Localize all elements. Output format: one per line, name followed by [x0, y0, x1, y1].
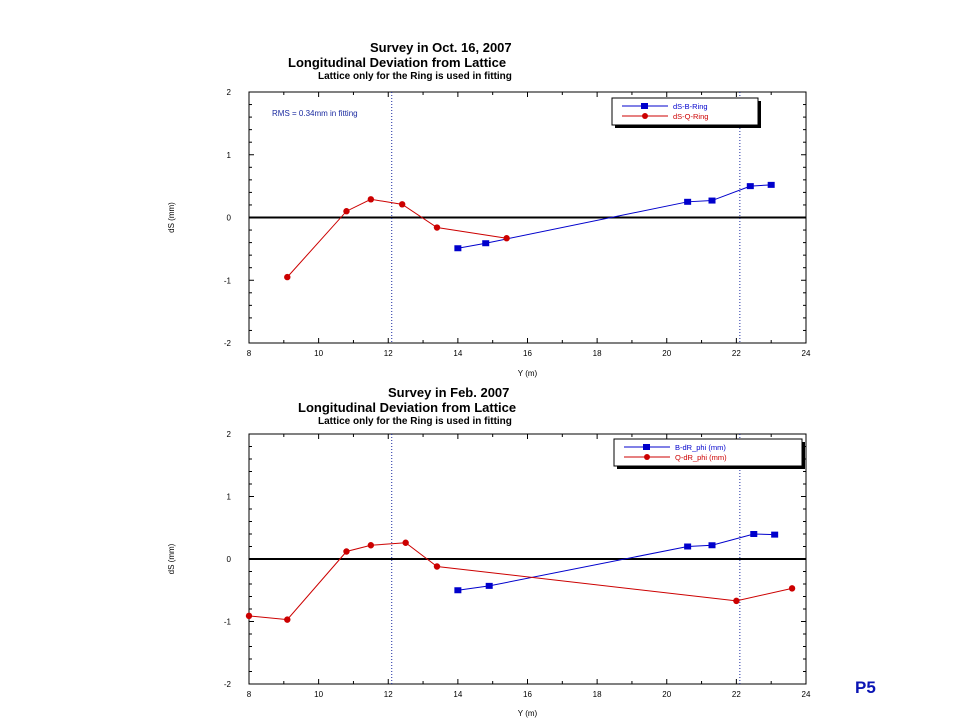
c1-series-2-point — [343, 208, 350, 215]
chart-2-title: Survey in Feb. 2007 — [388, 385, 510, 400]
c1-x-axis-label: Y (m) — [518, 369, 538, 378]
c2-series-2-point — [433, 563, 441, 570]
c1-series-2-point — [367, 196, 375, 203]
c1-series-2-point — [398, 201, 406, 208]
c1-series-1-point — [708, 197, 716, 204]
c1-x-tick-label: 14 — [453, 349, 462, 358]
c2-series-2-point — [733, 597, 740, 605]
chart-1-subtitle: Longitudinal Deviation from Lattice — [288, 55, 507, 70]
c1-y-tick-label: 2 — [227, 88, 232, 97]
c2-x-tick-label: 22 — [732, 690, 741, 699]
c2-series-2-point — [788, 585, 796, 592]
c2-x-tick-label: 20 — [662, 690, 671, 699]
c1-series-1-point — [684, 198, 692, 205]
c2-series-2-point — [367, 542, 375, 549]
c2-legend-marker-2 — [644, 454, 650, 460]
c1-y-tick-label: -1 — [224, 276, 232, 285]
c2-series-1-point — [454, 587, 462, 594]
c1-x-tick-label: 8 — [247, 349, 252, 358]
c2-series-line-1 — [457, 533, 775, 591]
c2-series-1-point — [684, 543, 692, 550]
c1-x-tick-label: 12 — [384, 349, 393, 358]
c1-x-tick-label: 22 — [732, 349, 741, 358]
c2-x-axis-label: Y (m) — [518, 709, 538, 718]
c2-legend-label-2: Q-dR_phi (mm) — [675, 453, 727, 462]
chart-1-note: Lattice only for the Ring is used in fit… — [318, 71, 512, 82]
c2-y-tick-label: 0 — [227, 555, 232, 564]
c2-legend-box — [613, 438, 803, 467]
c1-x-tick-label: 10 — [314, 349, 323, 358]
c1-series-1-point — [482, 240, 490, 247]
c2-y-tick-label: 2 — [227, 430, 232, 439]
c2-legend-label-1: B-dR_phi (mm) — [675, 443, 726, 452]
c1-y-tick-label: 1 — [227, 151, 232, 160]
c1-series-2-point — [433, 224, 441, 231]
chart-2-note: Lattice only for the Ring is used in fit… — [318, 416, 512, 427]
chart-1-title: Survey in Oct. 16, 2007 — [370, 40, 512, 55]
c2-series-2-point — [402, 539, 409, 546]
c2-x-tick-label: 10 — [314, 690, 323, 699]
c2-series-1-point — [771, 531, 779, 538]
c2-x-tick-label: 16 — [523, 690, 532, 699]
c2-series-2-point — [284, 616, 291, 623]
c1-y-tick-label: -2 — [224, 339, 232, 348]
c2-series-1-point — [708, 542, 716, 549]
c1-x-tick-label: 16 — [523, 349, 532, 358]
c1-y-tick-label: 0 — [227, 214, 232, 223]
c1-x-tick-label: 24 — [802, 349, 811, 358]
c1-x-tick-label: 20 — [662, 349, 671, 358]
c2-x-tick-label: 18 — [593, 690, 602, 699]
c2-x-tick-label: 24 — [802, 690, 811, 699]
c2-y-tick-label: -1 — [224, 618, 232, 627]
c1-y-axis-label: dS (mm) — [167, 202, 176, 233]
c2-series-1-point — [485, 582, 493, 589]
c1-x-tick-label: 18 — [593, 349, 602, 358]
c2-series-line-2 — [248, 542, 793, 621]
c2-x-tick-label: 12 — [384, 690, 393, 699]
c1-legend-marker-1 — [641, 103, 648, 109]
c2-series-2-point — [245, 612, 253, 620]
c2-x-tick-label: 8 — [247, 690, 252, 699]
c1-legend-marker-2 — [642, 113, 648, 119]
c1-series-2-point — [503, 235, 510, 242]
c1-series-1-point — [746, 183, 754, 190]
c1-rms-annotation: RMS = 0.34mm in fitting — [272, 109, 358, 118]
chart-2-subtitle: Longitudinal Deviation from Lattice — [298, 400, 517, 415]
page-number: P5 — [855, 678, 876, 697]
c1-legend-label-1: dS-B-Ring — [673, 102, 708, 111]
c2-y-tick-label: -2 — [224, 680, 232, 689]
c2-y-tick-label: 1 — [227, 493, 232, 502]
c1-series-1-point — [454, 245, 462, 252]
c2-series-1-point — [750, 531, 758, 537]
c1-series-1-point — [767, 181, 775, 188]
c1-legend-label-2: dS-Q-Ring — [673, 112, 708, 121]
c2-x-tick-label: 14 — [453, 690, 462, 699]
c2-y-axis-label: dS (mm) — [167, 543, 176, 574]
c2-legend-marker-1 — [643, 444, 650, 450]
c2-series-2-point — [343, 548, 350, 555]
c1-series-line-2 — [286, 198, 507, 278]
c1-series-2-point — [284, 273, 291, 281]
c1-legend-box — [611, 97, 759, 126]
